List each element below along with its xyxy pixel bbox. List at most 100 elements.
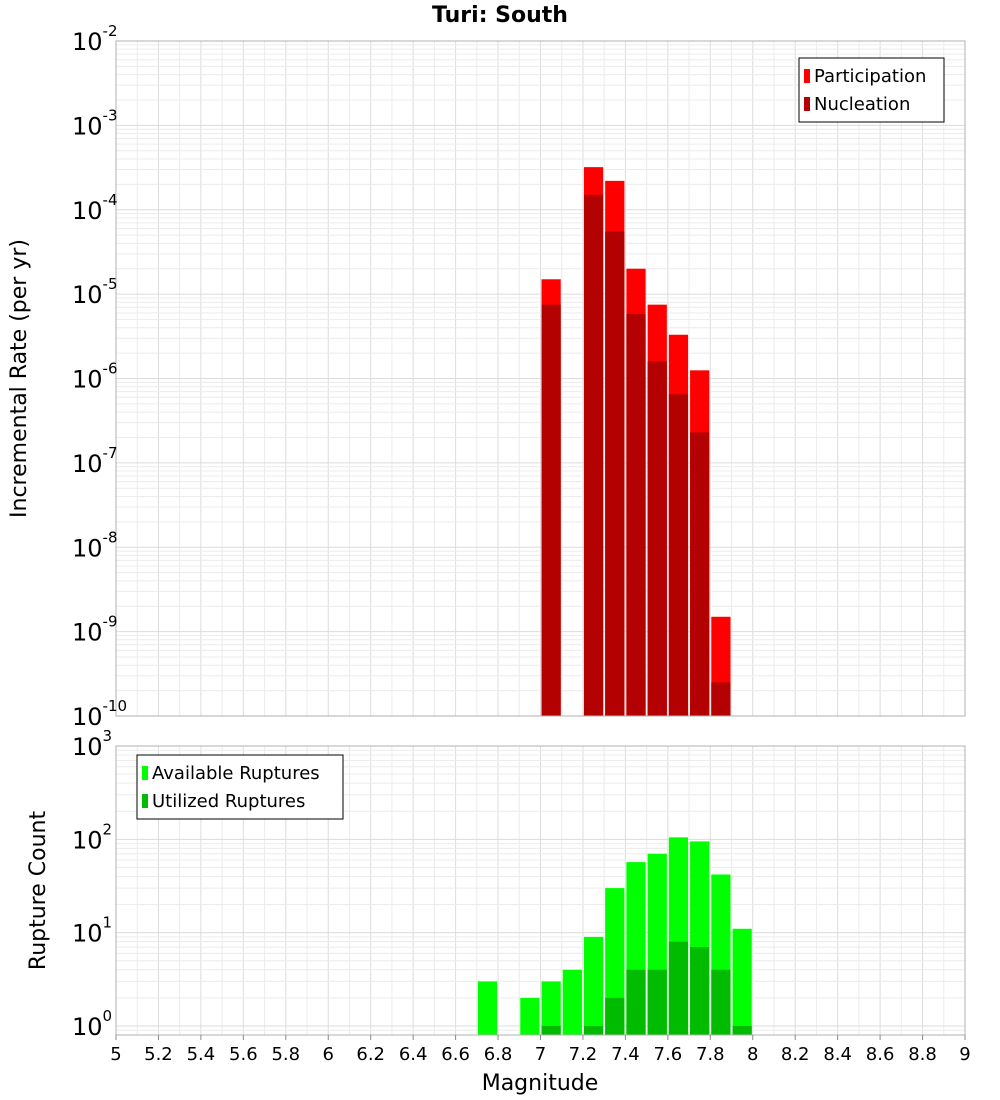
y-tick-exponent: -5 (103, 275, 118, 293)
y-tick-exponent: -8 (103, 528, 118, 546)
top-y-axis-label: Incremental Rate (per yr) (7, 239, 32, 518)
legend-entry: Nucleation (814, 94, 910, 115)
y-tick-base: 10 (72, 826, 103, 854)
top-bars (541, 167, 731, 716)
bottom-y-axis-label: Rupture Count (26, 811, 51, 971)
y-tick-label: 102 (72, 820, 112, 854)
legend-entry: Utilized Ruptures (152, 791, 305, 812)
y-tick-exponent: -4 (103, 191, 118, 209)
x-tick-label: 8 (747, 1044, 758, 1065)
x-tick-label: 5.6 (229, 1044, 258, 1065)
y-tick-label: 101 (72, 914, 112, 948)
y-tick-base: 10 (72, 450, 103, 478)
bar-nucleation (668, 394, 689, 716)
x-tick-label: 8.2 (781, 1044, 810, 1065)
bar-nucleation (626, 314, 646, 716)
x-tick-label: 8.4 (823, 1044, 852, 1065)
y-tick-base: 10 (72, 920, 103, 948)
y-tick-base: 10 (72, 733, 103, 761)
x-tick-label: 7.6 (654, 1044, 683, 1065)
top-grid (115, 41, 966, 717)
y-tick-base: 10 (72, 703, 103, 731)
x-tick-label: 6.2 (356, 1044, 385, 1065)
bar-nucleation (711, 682, 731, 716)
bar-nucleation (583, 194, 604, 716)
x-axis-label: Magnitude (482, 1071, 599, 1096)
y-tick-exponent: 0 (103, 1007, 113, 1025)
x-tick-label: 5.4 (187, 1044, 216, 1065)
y-tick-label: 10-4 (72, 191, 118, 225)
legend-swatch (142, 794, 148, 808)
bar-available-ruptures (541, 981, 561, 1035)
legend-box (136, 754, 344, 820)
y-tick-base: 10 (72, 281, 103, 309)
y-tick-base: 10 (72, 619, 103, 647)
y-tick-label: 10-10 (72, 697, 127, 731)
y-tick-label: 103 (72, 727, 112, 761)
bar-utilized-ruptures (626, 969, 646, 1035)
y-tick-label: 10-9 (72, 613, 118, 647)
bar-available-ruptures (562, 969, 582, 1035)
y-tick-label: 10-3 (72, 106, 118, 140)
y-tick-base: 10 (72, 534, 103, 562)
y-tick-exponent: -2 (103, 22, 118, 40)
top-legend: Participation Nucleation (798, 57, 945, 123)
y-tick-label: 10-6 (72, 360, 118, 394)
x-tick-label: 6.4 (399, 1044, 428, 1065)
y-tick-label: 10-5 (72, 275, 118, 309)
x-tick-label: 7 (535, 1044, 546, 1065)
y-tick-base: 10 (72, 112, 103, 140)
y-tick-exponent: 3 (103, 727, 113, 745)
x-tick-label: 9 (959, 1044, 970, 1065)
bar-nucleation (647, 361, 667, 716)
legend-swatch (804, 97, 810, 111)
x-tick-label: 6 (323, 1044, 334, 1065)
y-tick-exponent: 1 (103, 914, 113, 932)
legend-box (798, 57, 945, 123)
bar-available-ruptures (732, 928, 752, 1035)
x-tick-label: 8.6 (866, 1044, 895, 1065)
chart-title: Turi: South (432, 3, 568, 28)
y-tick-base: 10 (72, 197, 103, 225)
y-tick-exponent: -9 (103, 613, 118, 631)
bar-utilized-ruptures (541, 1025, 561, 1035)
y-tick-label: 100 (72, 1007, 112, 1041)
bar-available-ruptures (520, 997, 540, 1035)
y-tick-exponent: -6 (103, 360, 118, 378)
y-tick-base: 10 (72, 28, 103, 56)
x-tick-label: 7.4 (611, 1044, 640, 1065)
bar-utilized-ruptures (605, 997, 625, 1035)
bar-utilized-ruptures (711, 969, 731, 1035)
bar-utilized-ruptures (647, 969, 667, 1035)
x-tick-label: 5.2 (144, 1044, 173, 1065)
y-tick-base: 10 (72, 1013, 103, 1041)
y-tick-label: 10-2 (72, 22, 118, 56)
bar-nucleation (541, 304, 561, 716)
y-tick-exponent: -7 (103, 444, 118, 462)
x-tick-label: 5.8 (271, 1044, 300, 1065)
bar-utilized-ruptures (690, 947, 710, 1035)
top-plot-frame (115, 40, 966, 717)
bar-nucleation (690, 432, 710, 716)
bar-utilized-ruptures (668, 941, 689, 1035)
bar-available-ruptures (477, 981, 498, 1035)
y-tick-exponent: -3 (103, 106, 118, 124)
bar-available-ruptures (583, 936, 604, 1035)
legend-swatch (804, 69, 810, 83)
x-tick-label: 7.8 (696, 1044, 725, 1065)
bar-utilized-ruptures (732, 1025, 752, 1035)
x-tick-label: 6.8 (484, 1044, 513, 1065)
bar-nucleation (605, 231, 625, 716)
legend-swatch (142, 766, 148, 780)
y-tick-exponent: 2 (103, 820, 113, 838)
x-tick-label: 8.8 (908, 1044, 937, 1065)
x-tick-label: 6.6 (441, 1044, 470, 1065)
x-tick-label: 5 (110, 1044, 121, 1065)
legend-entry: Participation (814, 66, 926, 87)
x-tick-label: 7.2 (569, 1044, 598, 1065)
x-ticks: 5 5.2 5.4 5.6 5.8 6 6.2 6.4 6.6 6.8 7 7.2 7.4 7.6 7.8 8… (110, 1035, 971, 1065)
bottom-bars (477, 837, 752, 1035)
y-tick-label: 10-8 (72, 528, 118, 562)
